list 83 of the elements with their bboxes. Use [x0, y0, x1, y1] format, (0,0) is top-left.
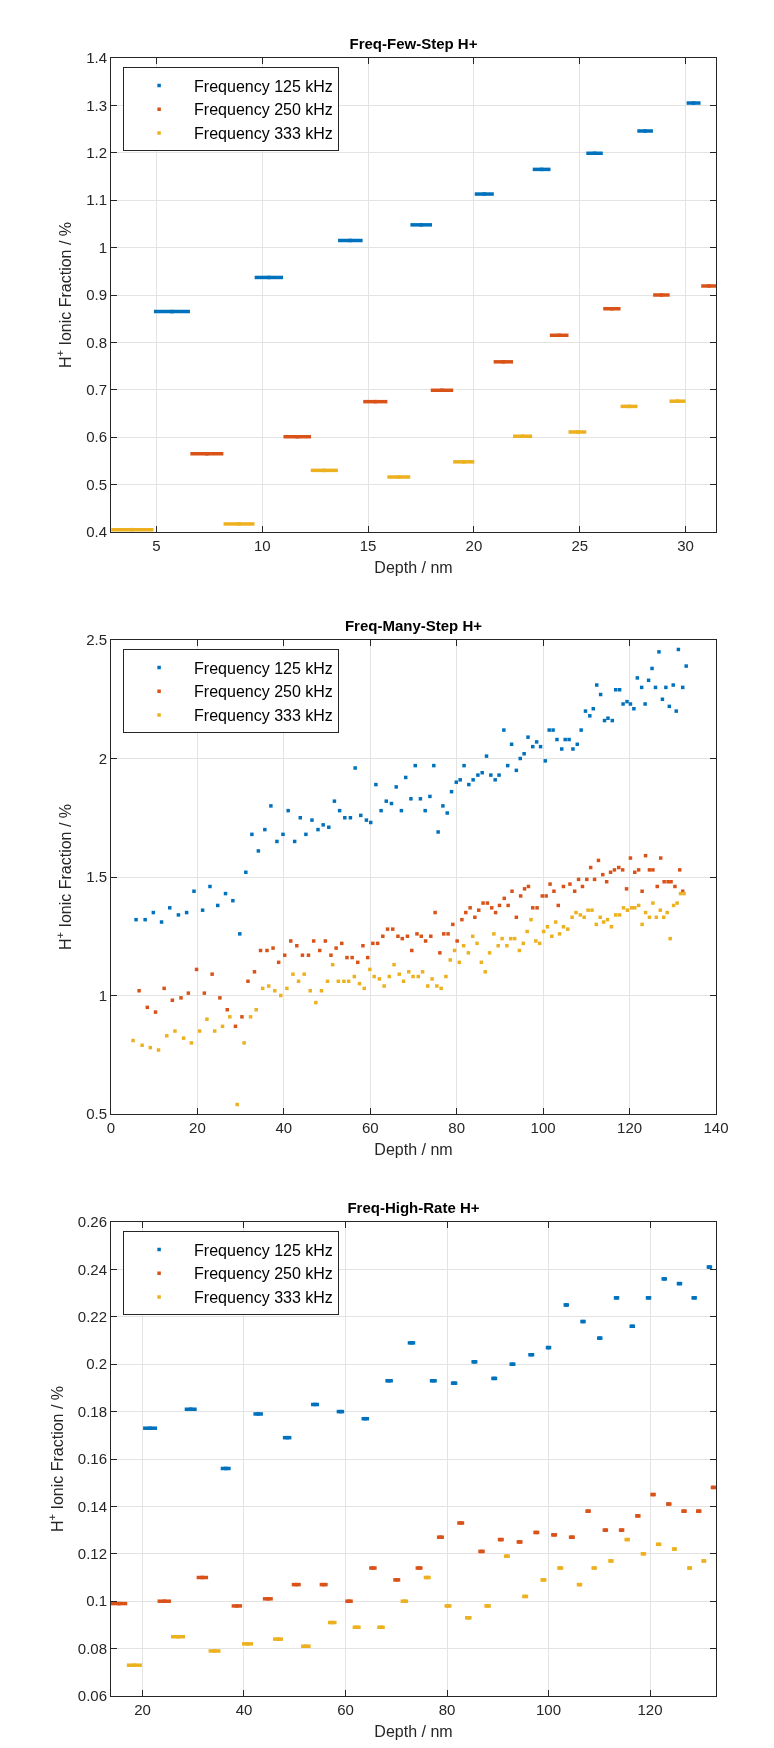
point: [397, 475, 401, 479]
point: [462, 460, 466, 464]
chart-title: Freq-Many-Step H+: [344, 617, 483, 635]
y-tick-label: 0.06: [77, 1687, 107, 1705]
y-tick-label: 1.5: [86, 868, 107, 886]
point: [276, 1637, 280, 1641]
legend-label: Frequency 125 kHz: [194, 77, 333, 95]
point: [675, 399, 680, 403]
x-tick-label: 80: [448, 1119, 466, 1136]
y-tick-label: 2: [98, 749, 107, 767]
point: [212, 1649, 217, 1653]
point: [707, 284, 711, 288]
legend-label: Frequency 333 kHz: [194, 707, 333, 725]
point: [691, 101, 696, 105]
x-axis-title: Depth / nm: [374, 1722, 453, 1740]
x-tick-label: 20: [465, 537, 483, 554]
point: [501, 360, 506, 364]
y-tick-label: 0.7: [86, 381, 107, 399]
y-tick-label: 0.16: [77, 1450, 107, 1468]
y-tick-label: 0.08: [77, 1639, 107, 1657]
y-tick-label: 0.4: [86, 523, 107, 541]
point: [132, 1663, 137, 1667]
y-tick-label: 1.2: [86, 144, 107, 162]
y-tick-label: 0.1: [86, 1592, 107, 1610]
legend-label: Frequency 250 kHz: [194, 683, 333, 701]
y-tick-label: 1: [98, 986, 107, 1004]
x-tick-label: 100: [535, 1701, 562, 1718]
point: [575, 430, 580, 434]
legend-label: Frequency 250 kHz: [194, 1265, 333, 1283]
point: [235, 1604, 239, 1608]
x-tick-label: 25: [571, 537, 589, 554]
x-tick-label: 60: [361, 1119, 379, 1136]
y-tick-label: 0.2: [86, 1355, 107, 1373]
y-tick-label: 0.8: [86, 333, 107, 351]
point: [245, 1642, 250, 1646]
legend-label: Frequency 250 kHz: [194, 101, 333, 119]
point: [162, 1599, 167, 1603]
x-tick-label: 40: [275, 1119, 293, 1136]
x-tick-label: 5: [152, 537, 161, 554]
x-tick-label: 40: [235, 1701, 253, 1718]
x-tick-label: 10: [253, 537, 271, 554]
x-tick-label: 80: [438, 1701, 456, 1718]
x-tick-label: 140: [703, 1119, 729, 1136]
x-tick-label: 0: [106, 1119, 116, 1136]
point: [148, 1426, 152, 1430]
y-tick-label: 0.9: [86, 286, 107, 304]
point: [266, 1597, 270, 1601]
legend-label: Frequency 333 kHz: [194, 125, 333, 143]
y-tick-label: 0.14: [77, 1497, 107, 1515]
chart-title: Freq-Few-Step H+: [349, 35, 478, 53]
point: [659, 293, 664, 297]
x-axis-title: Depth / nm: [374, 1140, 453, 1158]
legend-label: Frequency 125 kHz: [194, 659, 333, 677]
x-tick-label: 20: [134, 1701, 151, 1718]
x-tick-label: 120: [617, 1119, 643, 1136]
x-tick-label: 15: [359, 537, 377, 554]
point: [237, 522, 241, 526]
x-tick-label: 100: [530, 1119, 556, 1136]
x-tick-label: 20: [189, 1119, 206, 1136]
point: [643, 129, 647, 133]
y-tick-label: 0.26: [77, 1213, 107, 1231]
y-tick-label: 0.5: [86, 475, 107, 493]
legend-label: Frequency 125 kHz: [194, 1241, 333, 1259]
point: [482, 192, 487, 196]
y-tick-label: 0.18: [77, 1402, 107, 1420]
y-tick-label: 0.22: [77, 1308, 107, 1326]
y-tick-label: 0.6: [86, 428, 107, 446]
legend-label: Frequency 333 kHz: [194, 1289, 333, 1307]
y-tick-label: 1.3: [86, 96, 107, 114]
y-tick-label: 0.24: [77, 1260, 107, 1278]
y-tick-label: 0.12: [77, 1545, 107, 1563]
y-tick-label: 1: [98, 238, 107, 256]
point: [256, 1412, 260, 1416]
y-tick-label: 0.5: [86, 1105, 107, 1123]
y-tick-label: 1.4: [86, 49, 107, 67]
point: [419, 223, 423, 227]
x-axis-title: Depth / nm: [374, 558, 453, 576]
y-tick-label: 2.5: [86, 631, 107, 649]
y-tick-label: 1.1: [86, 191, 107, 209]
x-tick-label: 120: [637, 1701, 663, 1718]
x-tick-label: 60: [337, 1701, 354, 1718]
chart-title: Freq-High-Rate H+: [347, 1199, 480, 1217]
x-tick-label: 30: [677, 537, 694, 554]
